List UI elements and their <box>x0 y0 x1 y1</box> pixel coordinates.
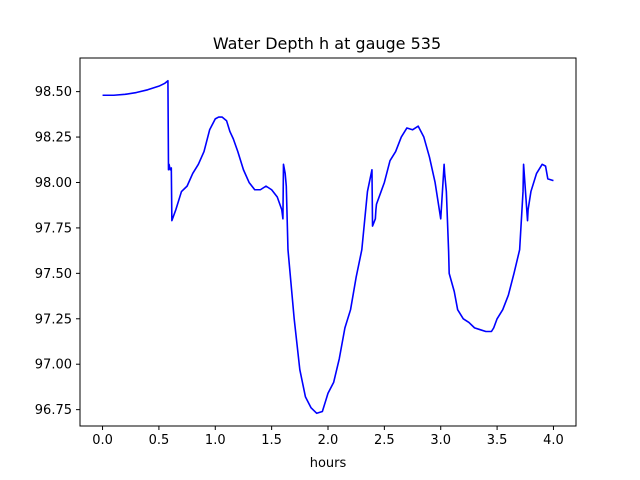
chart-title: Water Depth h at gauge 535 <box>213 34 441 53</box>
x-tick-label: 1.5 <box>261 433 282 448</box>
x-tick-label: 0.0 <box>92 433 113 448</box>
ticks-layer: 0.0 0.5 1.0 1.5 2.0 2.5 3.0 3.5 4.0 96.75 97.00 97.… <box>35 85 564 448</box>
y-tick-label: 98.50 <box>35 85 72 100</box>
y-tick-label: 98.25 <box>35 131 72 146</box>
series-line <box>102 79 554 415</box>
x-tick-label: 4.0 <box>543 433 564 448</box>
x-tick-label: 2.5 <box>374 433 395 448</box>
x-tick-label: 1.0 <box>205 433 226 448</box>
y-tick-label: 97.50 <box>35 267 72 282</box>
x-axis-label: hours <box>310 456 347 471</box>
y-tick-label: 97.00 <box>35 358 72 373</box>
x-tick-label: 3.5 <box>487 433 508 448</box>
x-tick-label: 2.0 <box>318 433 339 448</box>
y-tick-label: 97.25 <box>35 312 72 327</box>
plot-area-frame <box>79 57 577 427</box>
y-tick-label: 98.00 <box>35 176 72 191</box>
y-tick-label: 97.75 <box>35 221 72 236</box>
y-tick-label: 96.75 <box>35 403 72 418</box>
x-tick-label: 3.0 <box>430 433 451 448</box>
x-tick-label: 0.5 <box>149 433 170 448</box>
line-layer <box>102 79 554 415</box>
